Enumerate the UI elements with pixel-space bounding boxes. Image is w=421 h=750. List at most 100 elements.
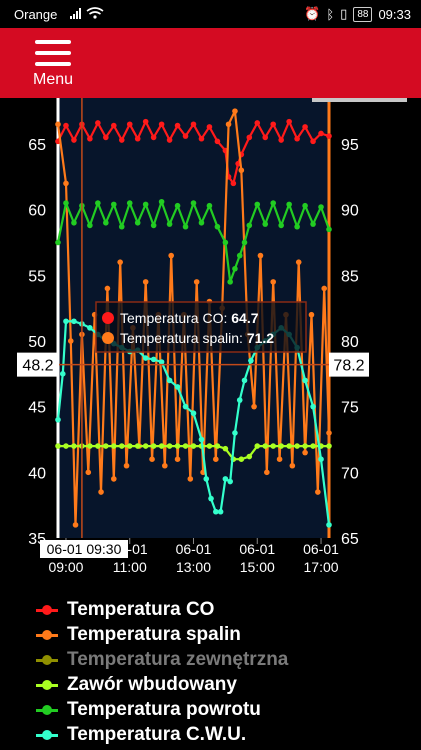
data-point <box>142 443 149 449</box>
y-left-tick-label: 40 <box>28 465 46 482</box>
data-point <box>166 443 173 449</box>
data-point <box>302 449 308 456</box>
data-point <box>55 416 61 423</box>
data-point <box>85 469 92 476</box>
data-point <box>315 489 321 495</box>
data-point <box>310 138 316 145</box>
data-point <box>232 265 238 272</box>
data-point <box>318 456 324 462</box>
data-point <box>262 134 269 141</box>
data-point <box>67 338 74 344</box>
data-point <box>166 137 173 143</box>
battery-indicator: 88 <box>353 6 373 22</box>
data-point <box>190 121 197 128</box>
tooltip-row: Temperatura CO: 64.7 <box>120 310 259 326</box>
data-point <box>213 456 219 462</box>
x-tick-date: 06-01 <box>239 541 275 557</box>
signal-wifi-icons <box>70 6 104 23</box>
chart-area[interactable]: 354045505560656570758085909506-0109:0006… <box>0 98 421 585</box>
data-point <box>142 279 149 285</box>
data-point <box>126 200 133 206</box>
data-point <box>208 495 214 502</box>
data-point <box>217 508 224 515</box>
y-right-tick-label: 75 <box>341 400 359 417</box>
data-point <box>232 430 238 436</box>
x-tick-time: 11:00 <box>113 559 147 575</box>
data-point <box>278 137 284 143</box>
data-point <box>63 200 69 206</box>
data-point <box>118 137 125 143</box>
legend-item[interactable]: Temperatura powrotu <box>36 697 261 722</box>
data-point <box>174 202 181 209</box>
data-point <box>236 397 243 403</box>
legend-label: Temperatura zewnętrzna <box>67 648 289 670</box>
legend-item[interactable]: Temperatura spalin <box>36 622 241 647</box>
y-right-tick-label: 95 <box>341 137 359 154</box>
legend-item[interactable]: Zawór wbudowany <box>36 672 237 697</box>
data-point <box>190 443 197 449</box>
data-point <box>310 403 316 410</box>
data-point <box>118 223 125 230</box>
data-point <box>150 222 157 229</box>
data-point <box>55 239 61 246</box>
data-point <box>95 120 101 126</box>
data-point <box>182 223 189 230</box>
legend-marker-icon <box>36 627 58 643</box>
data-point <box>251 403 257 410</box>
y-right-tick-label: 90 <box>341 203 359 220</box>
data-point <box>142 201 149 208</box>
data-point <box>321 285 328 292</box>
data-point <box>241 239 248 246</box>
crosshair-left-label: 48.2 <box>22 358 53 375</box>
tooltip-marker <box>102 332 114 344</box>
data-point <box>254 201 261 208</box>
data-point <box>168 252 174 259</box>
data-point <box>150 134 157 141</box>
data-point <box>286 201 292 208</box>
data-point <box>302 202 308 209</box>
data-point <box>326 522 332 528</box>
data-point <box>294 223 300 230</box>
legend-item[interactable]: Temperatura CO <box>36 597 214 622</box>
alarm-icon: ⏰ <box>304 6 321 21</box>
y-right-tick-label: 85 <box>341 268 359 285</box>
data-point <box>134 135 141 142</box>
x-tick-date: 06-01 <box>303 541 339 557</box>
legend-item[interactable]: Temperatura C.W.U. <box>36 722 246 747</box>
data-point <box>318 204 324 210</box>
data-point <box>262 443 269 449</box>
data-point <box>110 201 117 208</box>
legend-item[interactable]: Temperatura zewnętrzna <box>36 647 288 672</box>
x-tick-date: 06-01 <box>176 541 212 557</box>
crosshair-right-label: 78.2 <box>333 358 364 375</box>
data-point <box>270 443 277 449</box>
crosshair-right-label-box <box>329 352 369 377</box>
data-point <box>174 456 181 462</box>
legend-marker-icon <box>36 677 58 693</box>
data-point <box>278 443 284 449</box>
data-point <box>174 384 181 390</box>
data-point <box>182 133 189 139</box>
data-point <box>142 355 149 361</box>
data-point <box>232 108 238 114</box>
data-point <box>286 443 292 449</box>
data-point <box>126 443 133 449</box>
data-point <box>87 325 93 331</box>
data-point <box>71 219 77 226</box>
data-point <box>134 443 141 449</box>
data-point <box>166 221 173 227</box>
temperature-chart[interactable]: 354045505560656570758085909506-0109:0006… <box>0 98 421 585</box>
menu-button[interactable]: Menu <box>24 36 82 92</box>
data-point <box>126 121 133 128</box>
data-point <box>166 377 173 384</box>
legend-label: Temperatura spalin <box>67 623 241 645</box>
data-point <box>63 443 69 449</box>
data-point <box>63 180 69 187</box>
data-point <box>308 311 315 318</box>
legend-marker-icon <box>36 652 58 668</box>
data-point <box>98 489 104 495</box>
data-point <box>110 443 117 449</box>
y-left-tick-label: 50 <box>28 334 46 351</box>
data-point <box>254 443 261 449</box>
bluetooth-icon: ᛒ <box>326 6 335 22</box>
